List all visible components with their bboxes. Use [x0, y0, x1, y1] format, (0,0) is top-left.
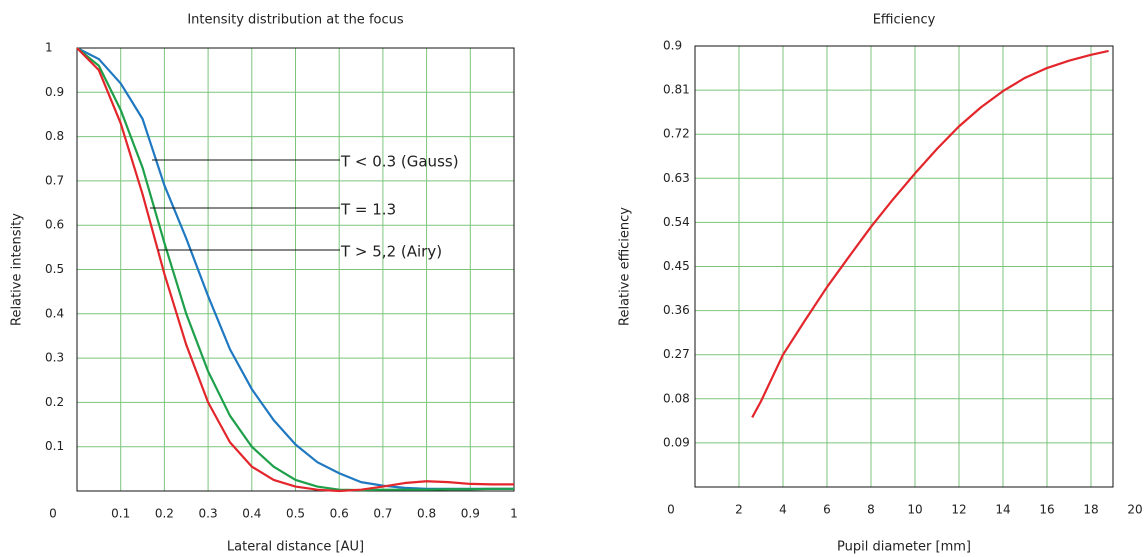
x-tick-label: 1 [510, 507, 518, 521]
x-tick-label: 0.5 [286, 507, 305, 521]
y-axis-label: Relative intensity [10, 213, 25, 326]
y-tick-label: 0.08 [663, 391, 690, 405]
y-tick-label: 0.8 [45, 129, 64, 143]
y-tick-label: 1 [45, 41, 53, 55]
x-tick-label: 4 [779, 503, 787, 517]
y-tick-label: 0.1 [45, 439, 64, 453]
data-line [751, 49, 1109, 418]
data-line [76, 47, 514, 493]
y-tick-label: 0.7 [45, 173, 64, 187]
y-tick-label: 0.09 [663, 435, 690, 449]
y-tick-label: 0.5 [45, 262, 64, 276]
chart-title: Intensity distribution at the focus [187, 13, 404, 28]
y-tick-label: 0.81 [663, 83, 690, 97]
y-tick-label: 0.63 [663, 171, 690, 185]
x-tick-label: 6 [823, 503, 831, 517]
x-tick-label: 0.2 [155, 507, 174, 521]
x-tick-label: 12 [951, 503, 966, 517]
y-tick-label: 0.9 [663, 39, 682, 53]
x-tick-label: 2 [735, 503, 743, 517]
x-tick-label: 0 [667, 503, 675, 517]
x-tick-label: 0.8 [417, 507, 436, 521]
y-tick-label: 0.72 [663, 127, 690, 141]
data-line [76, 47, 514, 492]
x-tick-label: 16 [1039, 503, 1054, 517]
x-tick-label: 0 [49, 507, 57, 521]
x-tick-label: 0.4 [242, 507, 261, 521]
x-tick-label: 0.9 [461, 507, 480, 521]
legend-label: T < 0.3 (Gauss) [340, 153, 459, 171]
y-tick-label: 0.45 [663, 259, 690, 273]
y-tick-label: 0.2 [45, 395, 64, 409]
x-axis-label: Lateral distance [AU] [227, 540, 364, 555]
x-tick-label: 20 [1127, 503, 1142, 517]
legend-label: T > 5,2 (Airy) [340, 243, 442, 261]
plot-frame [76, 47, 515, 492]
x-tick-label: 0.3 [199, 507, 218, 521]
y-tick-label: 0.4 [45, 306, 64, 320]
x-tick-label: 0.1 [111, 507, 130, 521]
x-tick-label: 14 [995, 503, 1010, 517]
plot-frame [694, 45, 1114, 488]
x-axis-label: Pupil diameter [mm] [837, 540, 971, 555]
x-tick-label: 0.7 [373, 507, 392, 521]
x-tick-label: 10 [907, 503, 922, 517]
y-tick-label: 0.3 [45, 351, 64, 365]
y-tick-label: 0.9 [45, 85, 64, 99]
y-tick-label: 0.6 [45, 218, 64, 232]
x-tick-label: 18 [1083, 503, 1098, 517]
x-tick-label: 8 [867, 503, 875, 517]
chart-title: Efficiency [873, 13, 936, 28]
y-axis-label: Relative efficiency [618, 207, 633, 326]
y-tick-label: 0.54 [663, 215, 690, 229]
y-tick-label: 0.36 [663, 303, 690, 317]
x-tick-label: 0.6 [330, 507, 349, 521]
y-tick-label: 0.27 [663, 347, 690, 361]
legend-label: T = 1.3 [340, 201, 396, 219]
